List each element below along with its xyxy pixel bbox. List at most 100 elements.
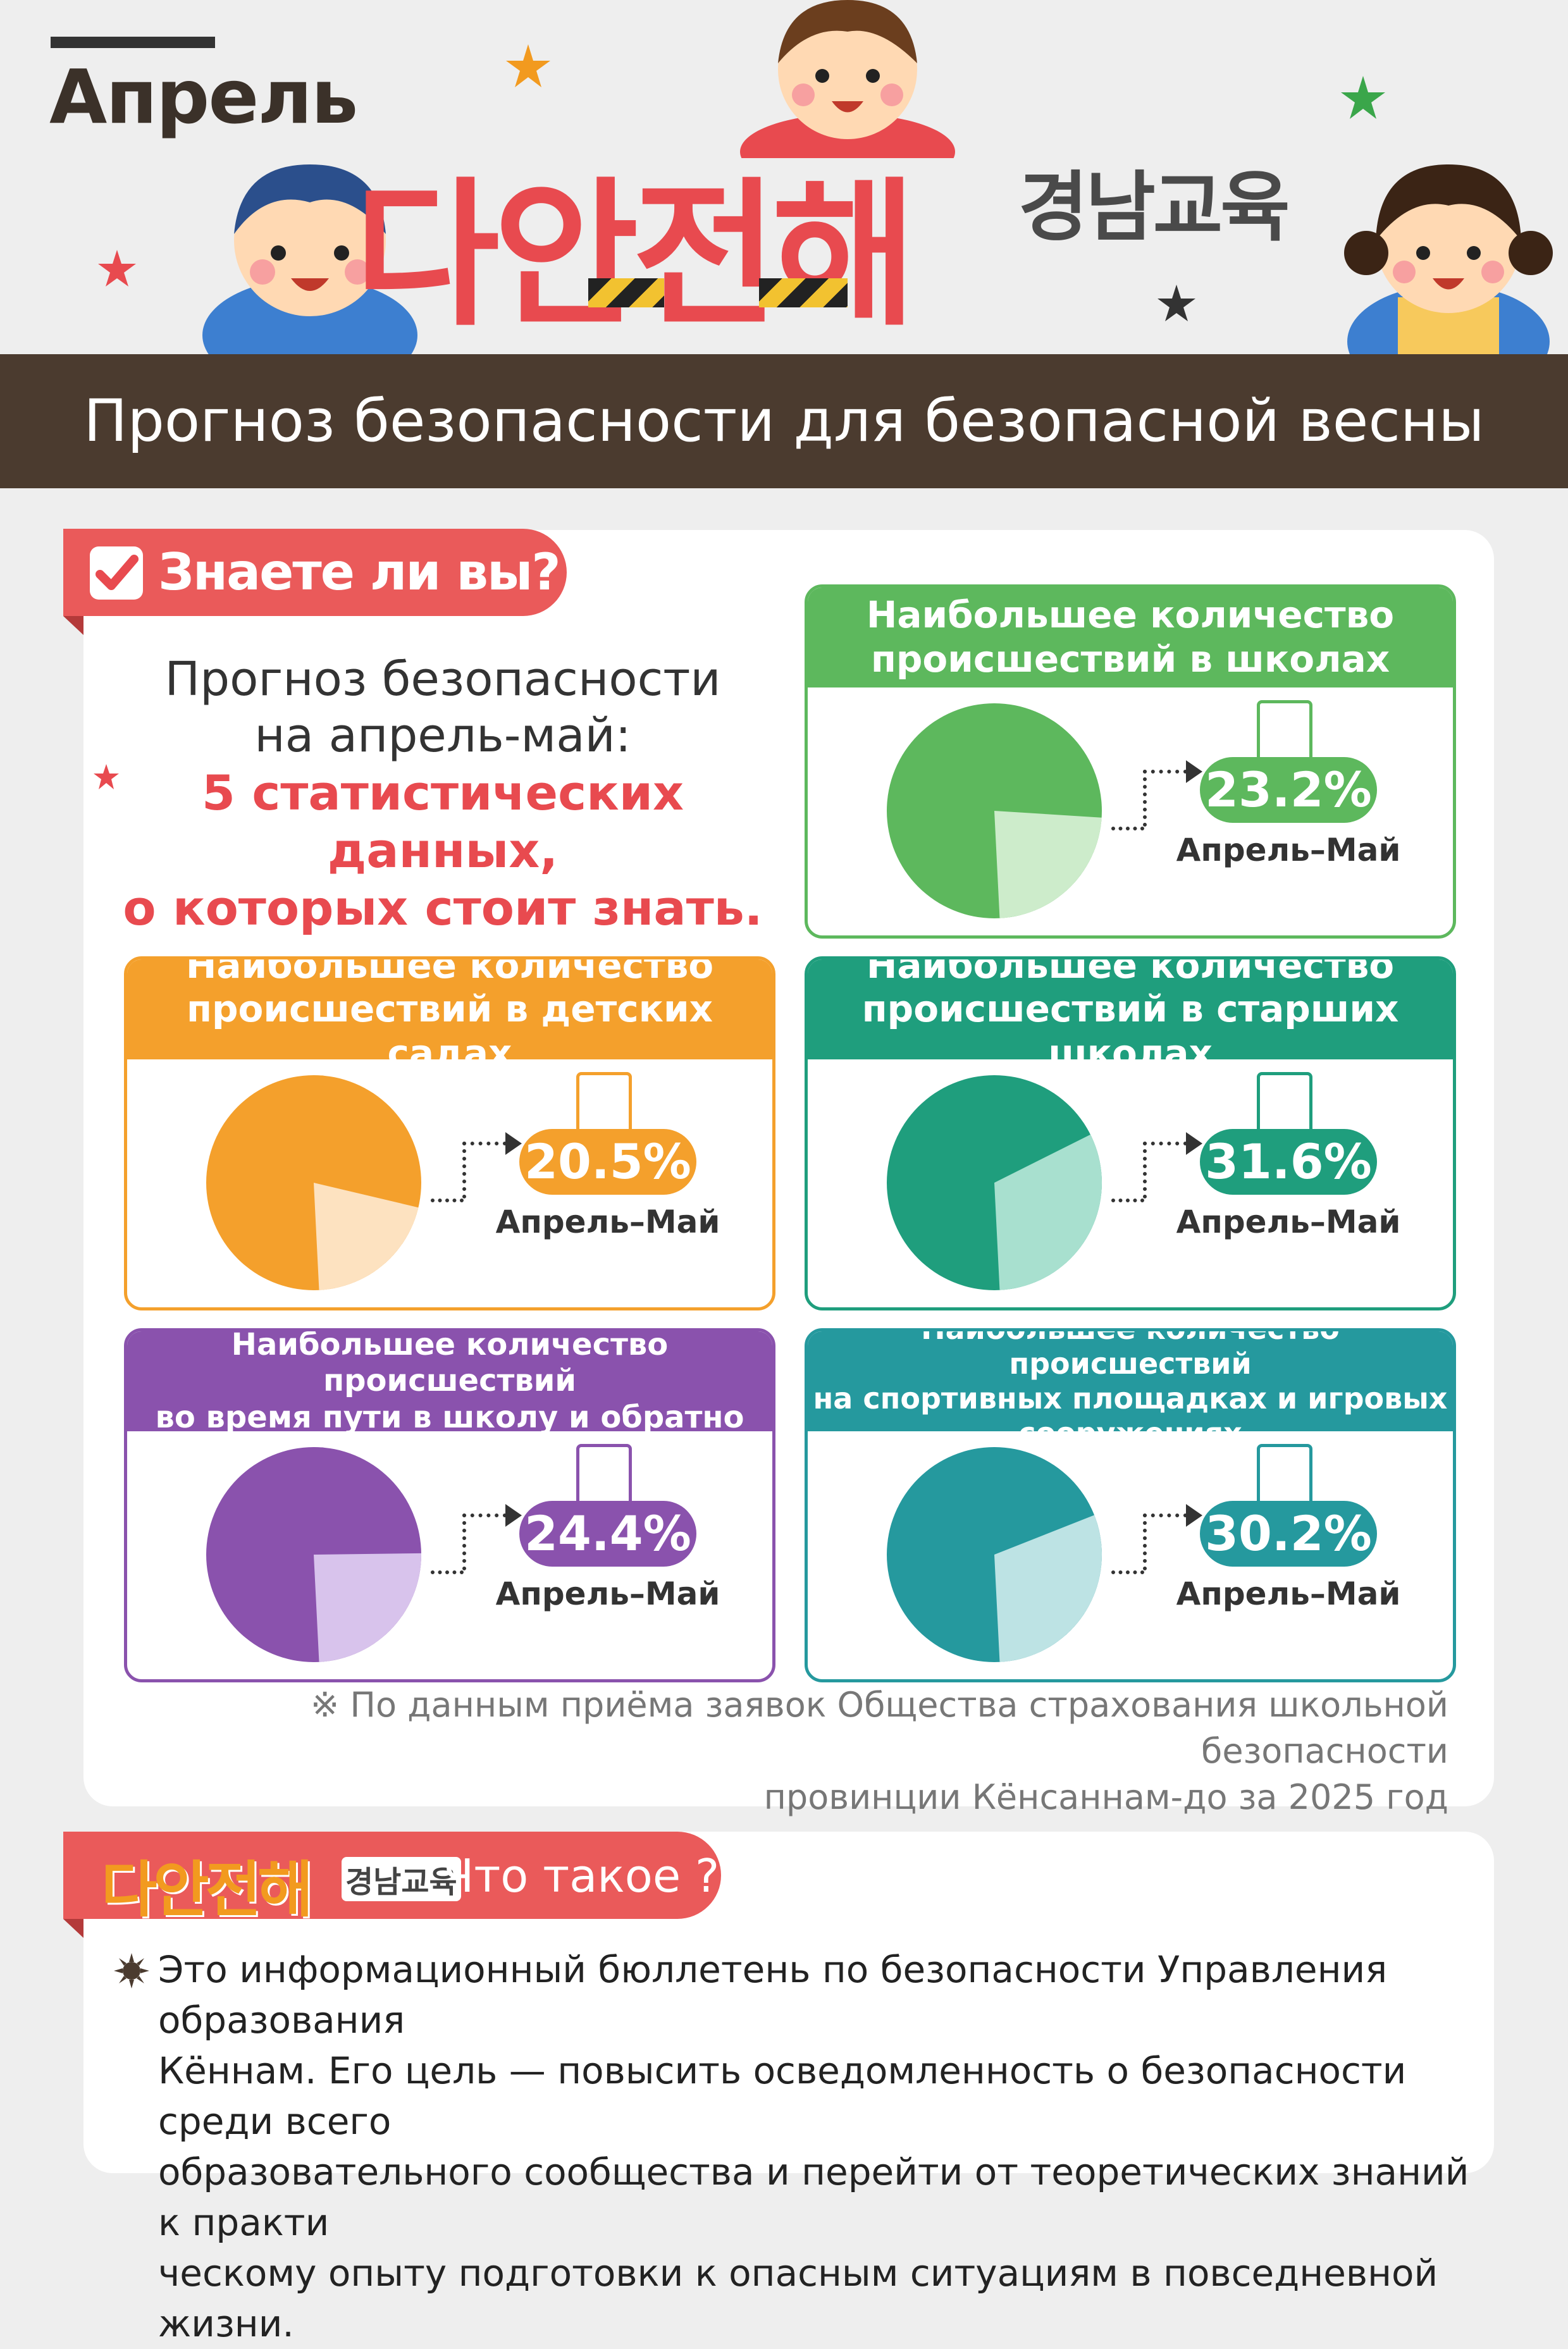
period-label: Апрель–Май <box>1176 1575 1401 1612</box>
stat-card-title: Наибольшее количество происшествий на спо… <box>808 1328 1453 1450</box>
pie-chart <box>887 1075 1102 1290</box>
about-tag-brand: 다안전해 <box>101 1854 313 1925</box>
title-bar <box>0 354 1568 488</box>
percentage-badge: 20.5% <box>519 1129 696 1195</box>
about-line4: ческому опыту подготовки к опасным ситуа… <box>158 2252 1438 2346</box>
sun-bullet-icon <box>114 1953 149 1988</box>
tag-fold <box>63 616 83 635</box>
stat-card-title-line: во время пути в школу и обратно <box>155 1399 744 1435</box>
know-tag-label: Знаете ли вы? <box>158 543 561 601</box>
star-icon <box>1341 76 1385 119</box>
brand-logo-text: 다안전해 <box>354 163 917 347</box>
connector-line <box>1143 1514 1147 1570</box>
period-label: Апрель–Май <box>495 1204 720 1240</box>
stat-card-title-line: происшествий в старших школах <box>861 987 1399 1075</box>
stat-card-title-line: на спортивных площадках и игровых <box>813 1381 1448 1415</box>
road-stripe <box>759 278 848 307</box>
connector-line <box>462 1142 466 1199</box>
intro-line2: на апрель-май: <box>254 708 631 763</box>
header-banner: Апрель 다안전해 경남교육 <box>0 0 1568 354</box>
stat-card-title-line: Наибольшее количество происшествий <box>921 1328 1340 1381</box>
percentage-badge: 24.4% <box>519 1501 696 1567</box>
star-icon <box>506 44 550 87</box>
arrow-icon <box>505 1504 522 1527</box>
stat-card-title-line: Наибольшее количество происшествий <box>231 1328 669 1399</box>
percentage-badge: 30.2% <box>1200 1501 1377 1567</box>
connector-line <box>1111 1570 1144 1574</box>
stat-card: Наибольшее количество происшествий в детс… <box>124 956 775 1310</box>
intro-text: Прогноз безопасности на апрель-май: 5 ст… <box>108 651 778 937</box>
stat-card: Наибольшее количество происшествий во вре… <box>124 1328 775 1682</box>
school-building-icon <box>1257 700 1312 767</box>
month-bar <box>51 37 215 48</box>
star-icon <box>1157 285 1195 321</box>
stat-card-title-line: Наибольшее количество <box>866 593 1395 637</box>
percentage-badge: 31.6% <box>1200 1129 1377 1195</box>
month-label: Апрель <box>49 53 358 140</box>
page-title: Прогноз безопасности для безопасной весн… <box>83 387 1485 455</box>
connector-line <box>1111 1199 1144 1202</box>
pie-slice-highlight <box>994 1134 1102 1290</box>
stat-card-title-line: происшествий в детских садах <box>186 987 713 1075</box>
tag-fold <box>63 1919 83 1938</box>
stat-card-title: Наибольшее количество происшествий во вре… <box>127 1328 772 1435</box>
pie-slice-highlight <box>994 1515 1102 1662</box>
intro-highlight2: о которых стоит знать. <box>123 879 763 936</box>
arrow-icon <box>505 1132 522 1155</box>
arrow-icon <box>1186 1132 1202 1155</box>
stat-card-title-line: Наибольшее количество <box>185 956 714 987</box>
road-stripe <box>588 278 664 307</box>
pie-chart <box>887 1447 1102 1662</box>
source-note: ※ По данным приёма заявок Общества страх… <box>89 1682 1448 1821</box>
about-text: Это информационный бюллетень по безопасн… <box>158 1944 1486 2349</box>
pie-chart <box>206 1447 421 1662</box>
period-label: Апрель–Май <box>1176 832 1401 868</box>
girl-illustration-top <box>740 0 955 158</box>
pie-chart <box>887 703 1102 918</box>
about-line1: Это информационный бюллетень по безопасн… <box>158 1948 1388 2042</box>
percentage-badge: 23.2% <box>1200 757 1377 823</box>
pie-slice-highlight <box>314 1183 419 1290</box>
boy-illustration <box>202 164 417 354</box>
source-line1: ※ По данным приёма заявок Общества страх… <box>310 1685 1448 1771</box>
stat-card: Наибольшее количество происшествий в стар… <box>805 956 1456 1310</box>
connector-line <box>1111 827 1144 830</box>
about-tag-text: Что такое ? <box>443 1849 720 1902</box>
stat-card-title: Наибольшее количество происшествий в школ… <box>808 588 1453 687</box>
connector-line <box>462 1514 466 1570</box>
source-line2: провинции Кёнсаннам-до за 2025 год <box>763 1777 1448 1817</box>
arrow-icon <box>1186 1504 1202 1527</box>
connector-line <box>431 1570 464 1574</box>
period-label: Апрель–Май <box>495 1575 720 1612</box>
connector-line <box>1143 1142 1187 1145</box>
period-label: Апрель–Май <box>1176 1204 1401 1240</box>
pie-slice-highlight <box>994 811 1102 918</box>
connector-line <box>462 1514 507 1517</box>
pie-chart <box>206 1075 421 1290</box>
brand-logo: 다안전해 <box>354 126 917 354</box>
stat-card-title-line: Наибольшее количество <box>866 956 1395 987</box>
pie-slice-highlight <box>314 1553 421 1662</box>
sub-brand: 경남교육 <box>1018 164 1290 252</box>
about-line3: образовательного сообщества и перейти от… <box>158 2150 1469 2245</box>
about-tag: 다안전해 경남교육 Что такое ? <box>63 1832 721 1925</box>
know-tag: Знаете ли вы? <box>63 529 567 616</box>
connector-line <box>431 1199 464 1202</box>
arrow-icon <box>1186 760 1202 783</box>
checkbox-icon <box>90 546 143 600</box>
intro-line1: Прогноз безопасности <box>164 652 721 706</box>
girl-illustration-right <box>1344 164 1553 354</box>
about-tag-sub: 경남교육 <box>342 1857 461 1901</box>
connector-line <box>1143 770 1147 827</box>
stat-card-title: Наибольшее количество происшествий в стар… <box>808 956 1453 1075</box>
connector-line <box>1143 1142 1147 1199</box>
connector-line <box>462 1142 507 1145</box>
star-icon <box>98 250 136 287</box>
connector-line <box>1143 770 1187 774</box>
stat-card-title-line: происшествий в школах <box>870 638 1390 681</box>
intro-highlight1: 5 статистических данных, <box>201 764 684 879</box>
duck-toy-icon <box>1257 1444 1312 1511</box>
stat-card-title-line: сооружениях <box>1018 1416 1242 1451</box>
connector-line <box>1143 1514 1187 1517</box>
stat-card-title: Наибольшее количество происшествий в детс… <box>127 956 772 1075</box>
